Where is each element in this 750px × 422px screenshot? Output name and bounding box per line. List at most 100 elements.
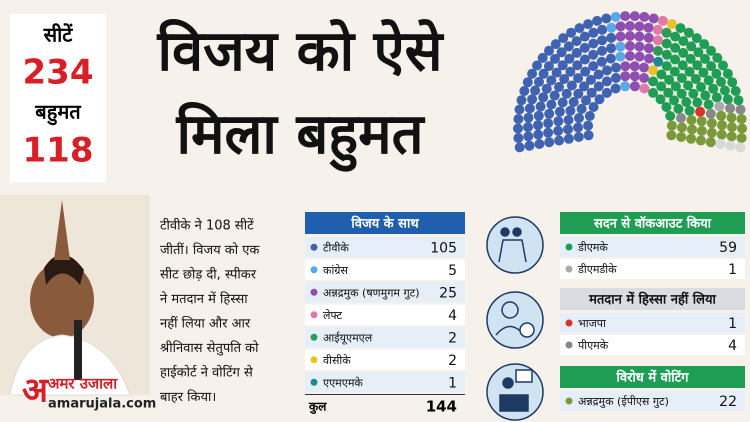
seat-dot — [685, 53, 696, 64]
row-name: अन्नद्रमुक (षणमुगम गुट) — [323, 286, 420, 299]
table-header — [560, 366, 745, 388]
seat-dot — [563, 41, 574, 52]
seat-dot — [610, 11, 621, 22]
seat-dot — [576, 103, 587, 114]
seat-dot — [639, 62, 649, 73]
seat-dot — [714, 101, 725, 112]
seat-dot — [661, 27, 672, 38]
seat-dot — [534, 139, 545, 149]
legend-dot — [310, 356, 318, 364]
seat-dot — [730, 86, 741, 96]
seat-dot — [580, 66, 591, 77]
row-name: डीएमडीके — [577, 263, 617, 276]
seat-dot — [563, 124, 573, 135]
seat-dot — [533, 110, 544, 121]
seat-dot — [648, 65, 658, 76]
seat-dot — [565, 105, 576, 116]
seat-dot — [706, 61, 717, 72]
seat-dot — [516, 95, 527, 106]
seat-dot — [629, 11, 640, 22]
seat-dot — [584, 111, 595, 121]
seat-dot — [691, 33, 702, 44]
seat-dot — [634, 51, 645, 62]
table-header — [305, 212, 465, 234]
seat-dot — [692, 97, 703, 108]
seat-dot — [711, 68, 722, 79]
seat-dot — [533, 129, 544, 140]
legend-dot — [565, 397, 573, 405]
row-name: पीएमके — [578, 339, 609, 352]
table-row — [305, 304, 465, 325]
seat-dot — [677, 122, 687, 133]
majority-value: 118 — [23, 131, 94, 171]
row-value: 105 — [430, 240, 457, 256]
seat-dot — [527, 68, 538, 79]
seat-dot — [538, 92, 549, 103]
brand-name: अमर उजाला — [48, 375, 118, 393]
seat-dot — [543, 118, 554, 129]
story-line: सीट छोड़ दी, स्पीकर — [160, 267, 257, 283]
seat-dot — [583, 19, 594, 30]
table-title: मतदान में हिस्सा नहीं लिया — [588, 291, 716, 308]
seat-dot — [736, 114, 747, 124]
story-line: नहीं लिया और आर — [160, 316, 251, 332]
seat-dot — [643, 32, 654, 43]
seat-dot — [652, 35, 663, 46]
seat-dot — [538, 68, 549, 79]
logo: अ — [22, 371, 50, 411]
seat-dot — [634, 31, 645, 42]
row-name: डीएमके — [577, 241, 608, 254]
seat-dot — [544, 137, 555, 148]
seat-dot — [670, 42, 681, 53]
seat-dot — [666, 130, 677, 141]
seat-dot — [629, 81, 640, 92]
row-value: 5 — [448, 263, 457, 279]
seat-dot — [677, 60, 688, 71]
table-row — [560, 259, 745, 279]
table-title: सदन से वॉकआउट किया — [593, 216, 712, 232]
seat-dot — [686, 41, 697, 52]
seat-dot — [695, 135, 706, 146]
seat-dot — [615, 41, 626, 52]
seat-dot — [656, 69, 667, 80]
table-row — [560, 391, 745, 411]
seat-dot — [725, 103, 736, 114]
seat-dot — [693, 47, 704, 58]
seat-dot — [696, 82, 706, 92]
legend-dot — [310, 288, 318, 296]
seat-dot — [523, 122, 533, 133]
seat-dot — [594, 94, 605, 105]
seat-dot — [733, 95, 744, 106]
story: टीवीके ने 108 सीटें जीतीं। विजय को एक सीट … — [160, 218, 260, 406]
seat-dot — [727, 77, 738, 88]
seat-dot — [726, 112, 737, 123]
seat-dot — [588, 102, 599, 112]
seat-dot — [563, 133, 574, 144]
seat-dot — [700, 90, 711, 101]
seat-dot — [675, 23, 686, 34]
seat-dot — [639, 11, 650, 22]
seat-dot — [606, 22, 617, 33]
seat-dot — [706, 118, 717, 129]
seat-dot — [601, 76, 612, 87]
seat-dot — [683, 80, 694, 91]
row-name: वीसीके — [323, 354, 351, 367]
seat-dot — [615, 21, 626, 32]
seat-dot — [513, 123, 523, 134]
seat-dot — [684, 66, 695, 77]
legend-dot — [310, 266, 318, 274]
seat-dot — [579, 81, 590, 92]
seat-dot — [639, 73, 650, 83]
seat-dot — [558, 33, 569, 44]
row-value: 1 — [728, 262, 737, 278]
seat-dot — [588, 38, 599, 49]
row-name: भाजपा — [578, 317, 606, 330]
seat-dot — [735, 142, 746, 153]
seat-dot — [684, 105, 695, 116]
legend-dot — [565, 341, 573, 349]
seat-dot — [686, 115, 697, 125]
seat-dot — [544, 108, 555, 119]
story-line: श्रीनिवास सेतुपति को — [160, 340, 259, 356]
row-value: 59 — [719, 240, 737, 256]
seat-dot — [554, 106, 565, 117]
